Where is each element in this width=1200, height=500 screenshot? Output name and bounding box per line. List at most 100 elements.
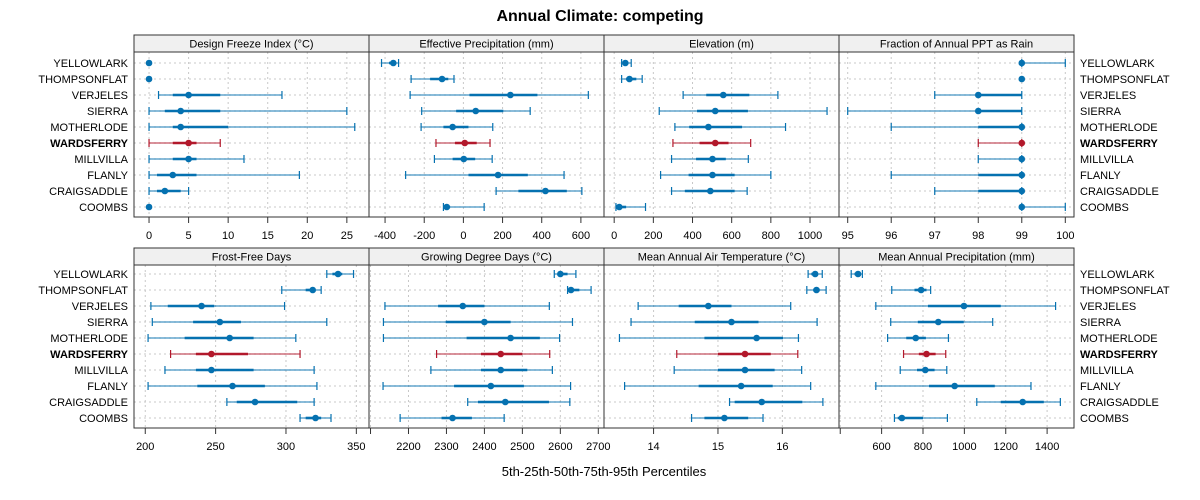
- row-label-left: MOTHERLODE: [50, 122, 128, 134]
- x-tick-label: 5: [186, 230, 192, 242]
- row-label-right: COOMBS: [1080, 413, 1129, 425]
- range-thompsonflat: [1018, 75, 1026, 83]
- row-label-left: FLANLY: [87, 381, 128, 393]
- range-craigsaddle: [670, 187, 748, 195]
- median-point: [185, 91, 192, 99]
- range-millvilla: [673, 366, 803, 374]
- x-tick-label: 800: [762, 230, 780, 242]
- x-tick-label: 0: [611, 230, 617, 242]
- range-yellowlark: [621, 59, 632, 67]
- range-millvilla: [670, 155, 749, 163]
- median-point: [449, 123, 456, 131]
- panel-border: [133, 264, 370, 429]
- x-tick-label: 97: [929, 230, 941, 242]
- row-label-right: VERJELES: [1080, 90, 1136, 102]
- row-label-left: SIERRA: [87, 106, 129, 118]
- row-label-left: YELLOWLARK: [53, 58, 128, 70]
- panel-3: Elevation (m) 0 200 400 600 800 1000: [603, 34, 840, 242]
- range-yellowlark: [1018, 59, 1066, 67]
- x-tick-label: 400: [533, 230, 551, 242]
- row-label-right: CRAIGSADDLE: [1080, 397, 1159, 409]
- range-thompsonflat: [891, 286, 932, 294]
- median-point: [145, 203, 153, 211]
- range-craigsaddle: [226, 398, 315, 406]
- row-label-left: WARDSFERRY: [50, 349, 128, 361]
- median-point: [709, 155, 716, 163]
- range-thompsonflat: [566, 286, 592, 294]
- median-point: [226, 334, 233, 342]
- row-label-left: CRAIGSADDLE: [49, 186, 128, 198]
- range-verjeles: [637, 302, 792, 310]
- panel-border: [603, 264, 840, 429]
- row-label-right: SIERRA: [1080, 317, 1122, 329]
- range-flanly: [875, 382, 1032, 390]
- range-sierra: [847, 107, 1023, 115]
- row-label-right: MOTHERLODE: [1080, 122, 1158, 134]
- chart-title: Annual Climate: competing: [496, 8, 703, 25]
- median-point: [507, 334, 514, 342]
- range-yellowlark: [850, 270, 863, 278]
- median-point: [707, 187, 714, 195]
- range-wardsferry: [676, 350, 799, 358]
- range-millvilla: [164, 366, 315, 374]
- x-tick-label: 600: [872, 441, 890, 453]
- x-tick-label: 2400: [472, 441, 496, 453]
- panel-6: Growing Degree Days (°C) 2200 2300 2400 2500…: [368, 247, 611, 453]
- range-motherlode: [382, 334, 561, 342]
- median-point: [494, 171, 502, 179]
- x-tick-label: -400: [374, 230, 396, 242]
- range-craigsaddle: [495, 187, 583, 195]
- x-tick-label: 1000: [952, 441, 976, 453]
- row-label-right: COOMBS: [1080, 202, 1129, 214]
- range-craigsaddle: [148, 187, 190, 195]
- range-thompsonflat: [281, 286, 322, 294]
- panels: Design Freeze Index (°C) 0 5 10 15 20 25 Effect…: [38, 34, 1170, 453]
- range-millvilla: [899, 366, 948, 374]
- row-label-left: THOMPSONFLAT: [38, 285, 128, 297]
- range-yellowlark: [380, 59, 400, 67]
- median-point: [497, 350, 505, 358]
- range-craigsaddle: [728, 398, 824, 406]
- range-motherlode: [674, 123, 787, 131]
- median-point: [501, 398, 509, 406]
- range-verjeles: [409, 91, 589, 99]
- x-tick-label: 95: [842, 230, 854, 242]
- x-tick-label: 200: [493, 230, 511, 242]
- range-sierra: [890, 318, 994, 326]
- x-tick-label: 15: [262, 230, 274, 242]
- median-point: [921, 366, 929, 374]
- panel-title: Growing Degree Days (°C): [421, 252, 552, 264]
- x-tick-label: 14: [647, 441, 659, 453]
- median-point: [487, 382, 495, 390]
- range-verjeles: [875, 302, 1057, 310]
- range-wardsferry: [169, 350, 301, 358]
- x-tick-label: 600: [723, 230, 741, 242]
- x-tick-label: 1400: [1035, 441, 1059, 453]
- range-coombs: [299, 414, 332, 422]
- x-tick-label: 15: [712, 441, 724, 453]
- median-point: [737, 382, 745, 390]
- median-point: [1018, 59, 1026, 67]
- median-point: [811, 270, 819, 278]
- range-craigsaddle: [934, 187, 1026, 195]
- row-label-left: WARDSFERRY: [50, 138, 128, 150]
- median-point: [721, 414, 728, 422]
- row-label-left: VERJELES: [72, 301, 128, 313]
- median-point: [472, 107, 480, 115]
- panel-title: Effective Precipitation (mm): [419, 39, 553, 51]
- range-craigsaddle: [976, 398, 1061, 406]
- x-tick-label: 0: [146, 230, 152, 242]
- median-point: [208, 366, 215, 374]
- x-tick-label: 99: [1016, 230, 1028, 242]
- median-point: [542, 187, 549, 195]
- median-point: [711, 139, 719, 147]
- median-point: [389, 59, 397, 67]
- row-label-left: MILLVILLA: [74, 154, 128, 166]
- median-point: [1018, 123, 1026, 131]
- range-wardsferry: [977, 139, 1026, 147]
- median-point: [438, 75, 446, 83]
- median-point: [557, 270, 564, 278]
- range-millvilla: [977, 155, 1026, 163]
- row-label-right: YELLOWLARK: [1080, 269, 1155, 281]
- panel-title: Fraction of Annual PPT as Rain: [880, 39, 1033, 51]
